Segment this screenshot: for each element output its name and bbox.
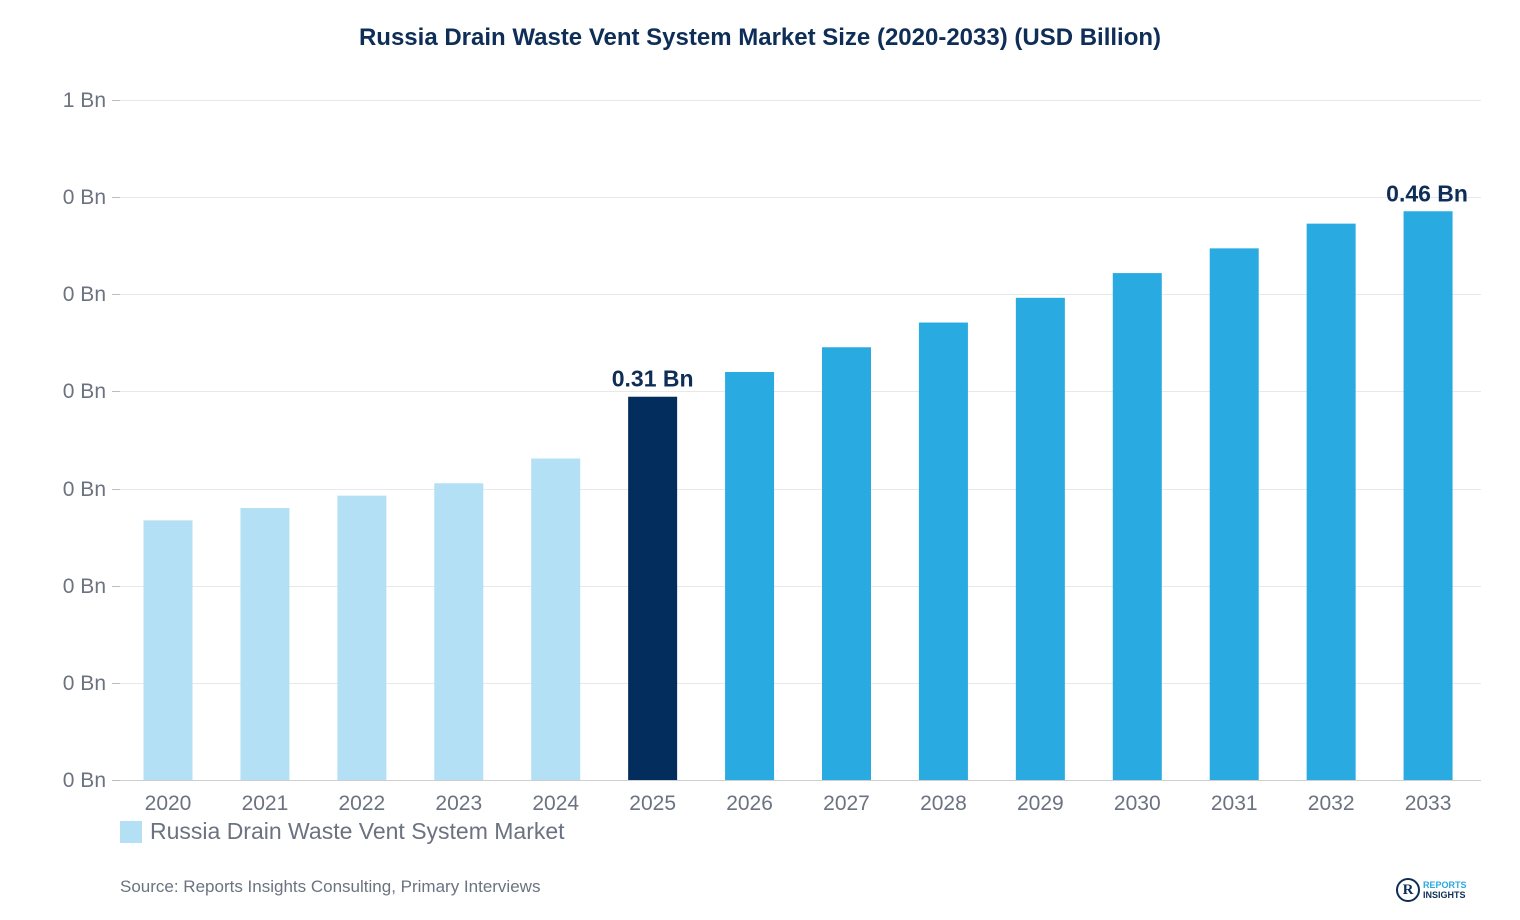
bar-2022 bbox=[337, 495, 387, 780]
x-tick-label: 2030 bbox=[1114, 792, 1161, 815]
bar-2032 bbox=[1306, 223, 1356, 781]
bar-2031 bbox=[1209, 248, 1259, 780]
data-label: 0.46 Bn bbox=[1386, 180, 1468, 206]
data-label: 0.31 Bn bbox=[612, 366, 694, 392]
x-tick-label: 2025 bbox=[629, 792, 676, 815]
bar-2020 bbox=[143, 520, 193, 780]
x-tick-label: 2021 bbox=[242, 792, 289, 815]
y-tick-label: 0 Bn bbox=[63, 672, 106, 695]
y-tick-label: 0 Bn bbox=[63, 769, 106, 792]
brand-mark-letter: R bbox=[1402, 881, 1414, 898]
bar-2027 bbox=[822, 347, 871, 780]
brand-mark-icon: R bbox=[1396, 878, 1420, 902]
source-note: Source: Reports Insights Consulting, Pri… bbox=[120, 877, 541, 896]
x-tick-label: 2031 bbox=[1211, 792, 1258, 815]
x-tick-label: 2027 bbox=[823, 792, 870, 815]
bar-2029 bbox=[1015, 297, 1065, 780]
brand-line-2: INSIGHTS bbox=[1423, 890, 1466, 900]
brand-text: REPORTS INSIGHTS bbox=[1423, 880, 1467, 900]
legend-swatch bbox=[120, 820, 142, 843]
bar-2021 bbox=[240, 508, 290, 780]
y-tick-label: 0 Bn bbox=[63, 575, 106, 598]
x-tick-label: 2023 bbox=[435, 792, 482, 815]
brand-logo: R REPORTS INSIGHTS bbox=[1396, 878, 1467, 902]
y-tick-label: 0 Bn bbox=[63, 283, 106, 306]
x-tick-label: 2020 bbox=[145, 792, 192, 815]
bar-2026 bbox=[725, 372, 775, 780]
x-tick-label: 2024 bbox=[532, 792, 579, 815]
y-tick-label: 0 Bn bbox=[63, 186, 106, 209]
bar-2024 bbox=[531, 458, 581, 780]
chart-title: Russia Drain Waste Vent System Market Si… bbox=[358, 24, 1162, 51]
bar-2030 bbox=[1112, 273, 1162, 780]
brand-line-1: REPORTS bbox=[1423, 880, 1467, 890]
y-tick-label: 0 Bn bbox=[63, 478, 106, 501]
x-tick-label: 2028 bbox=[920, 792, 967, 815]
legend: Russia Drain Waste Vent System Market bbox=[120, 818, 565, 845]
x-tick-label: 2029 bbox=[1017, 792, 1064, 815]
bar-2025 bbox=[628, 396, 678, 780]
legend-label: Russia Drain Waste Vent System Market bbox=[150, 818, 565, 844]
y-tick-label: 0 Bn bbox=[63, 380, 106, 403]
x-tick-label: 2033 bbox=[1405, 792, 1452, 815]
bar-2028 bbox=[918, 322, 968, 780]
x-tick-label: 2022 bbox=[338, 792, 385, 815]
bar-2023 bbox=[434, 483, 484, 780]
x-tick-label: 2026 bbox=[726, 792, 773, 815]
bar-2033 bbox=[1403, 211, 1453, 781]
x-tick-label: 2032 bbox=[1308, 792, 1355, 815]
y-tick-label: 1 Bn bbox=[63, 89, 106, 112]
